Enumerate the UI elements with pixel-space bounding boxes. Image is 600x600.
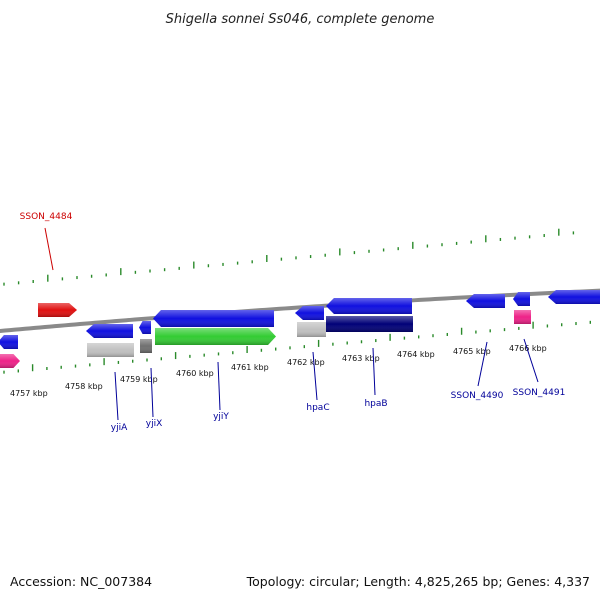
- gene-small-blue[interactable]: [139, 321, 151, 334]
- gene-labels: SSON_4484 yjiA yjiX yjiY hpaC hpaB SSON_4490 SS…: [20, 212, 566, 433]
- gene-yjia-upper[interactable]: [86, 324, 133, 338]
- kbp-label: 4757 kbp: [10, 389, 48, 398]
- kbp-label: 4762 kbp: [287, 358, 325, 367]
- gene-label-leader: [372, 347, 376, 396]
- kbp-label: 4766 kbp: [509, 344, 547, 353]
- gene-label-leader: [523, 338, 539, 383]
- gene-label-leader: [44, 227, 54, 271]
- gene-label[interactable]: SSON_4490: [451, 391, 504, 401]
- gene-right-edge-blue[interactable]: [548, 290, 600, 304]
- gene-label-leader: [477, 341, 488, 387]
- gene-yjix[interactable]: [140, 339, 152, 353]
- gene-label-leader: [150, 367, 154, 418]
- gene-hpac-upper[interactable]: [295, 306, 324, 320]
- kbp-label: 4760 kbp: [176, 369, 214, 378]
- genome-title: Shigella sonnei Ss046, complete genome: [166, 12, 435, 27]
- gene-label[interactable]: hpaB: [364, 399, 387, 409]
- kbp-label: 4758 kbp: [65, 382, 103, 391]
- gene-left-edge-blue[interactable]: [0, 335, 18, 349]
- genome-summary-text: Topology: circular; Length: 4,825,265 bp…: [246, 574, 590, 589]
- gene-left-edge-pink[interactable]: [0, 354, 20, 368]
- outer-tick-track: [3, 228, 575, 286]
- gene-label[interactable]: yjiA: [111, 423, 128, 433]
- gene-sson-4491[interactable]: [514, 310, 531, 324]
- gene-features: [0, 290, 600, 368]
- inner-tick-track: [3, 320, 591, 374]
- gene-yjia[interactable]: [87, 343, 134, 357]
- kbp-label: 4759 kbp: [120, 375, 158, 384]
- kbp-label: 4761 kbp: [231, 363, 269, 372]
- gene-label-leader: [114, 371, 119, 421]
- kbp-label: 4765 kbp: [453, 347, 491, 356]
- kbp-label: 4764 kbp: [397, 350, 435, 359]
- gene-sson-4491-upper[interactable]: [513, 292, 530, 306]
- gene-label[interactable]: SSON_4484: [20, 212, 73, 222]
- gene-label[interactable]: hpaC: [306, 403, 329, 413]
- accession-text: Accession: NC_007384: [10, 574, 152, 589]
- gene-sson-4484[interactable]: [38, 303, 77, 317]
- gene-hpab[interactable]: [326, 316, 413, 332]
- gene-label[interactable]: SSON_4491: [513, 388, 566, 398]
- gene-yjiy[interactable]: [155, 328, 276, 345]
- gene-hpac[interactable]: [297, 322, 326, 337]
- gene-label-leader: [217, 361, 221, 411]
- kbp-label: 4763 kbp: [342, 354, 380, 363]
- gene-label-leader: [312, 351, 318, 401]
- gene-hpab-upper[interactable]: [326, 298, 412, 314]
- gene-label[interactable]: yjiX: [146, 419, 163, 429]
- gene-yjiy-upper[interactable]: [153, 310, 274, 327]
- gene-sson-4490[interactable]: [466, 294, 505, 308]
- kbp-labels: 4757 kbp 4758 kbp 4759 kbp 4760 kbp 4761 kbp…: [10, 344, 547, 398]
- gene-label[interactable]: yjiY: [213, 412, 229, 422]
